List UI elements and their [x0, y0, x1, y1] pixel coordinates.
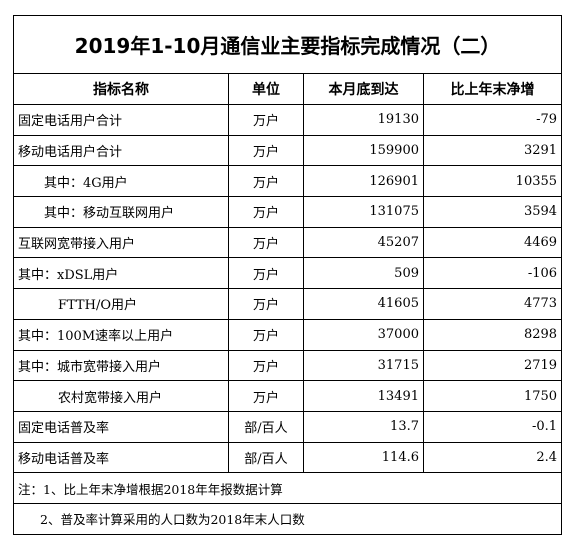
- title: 2019年1-10月通信业主要指标完成情况（二）: [12, 15, 563, 74]
- unit: 万户: [228, 226, 304, 259]
- table-row: 其中：城市宽带接入用户 万户 31715 2719: [13, 349, 563, 382]
- indicator-name: 农村宽带接入用户: [13, 380, 229, 412]
- header-row: 指标名称 单位 本月底到达 比上年末净增: [13, 73, 563, 105]
- column-header: 指标名称: [13, 73, 229, 105]
- table-row: FTTH/O用户 万户 41605 4773: [13, 288, 563, 320]
- table-row: 固定电话用户合计 万户 19130 -79: [13, 104, 563, 136]
- value-cell: 37000: [303, 318, 424, 351]
- value-cell: 3291: [422, 134, 563, 167]
- indicator-table: 2019年1-10月通信业主要指标完成情况（二） 指标名称 单位 本月底到达 比上年末…: [12, 15, 563, 535]
- indicator-name: 其中：4G用户: [13, 165, 229, 198]
- table-row: 其中：100M速率以上用户 万户 37000 8298: [13, 318, 563, 351]
- value-cell: -79: [422, 104, 563, 136]
- value-cell: 8298: [422, 318, 563, 351]
- unit: 部/百人: [228, 410, 304, 443]
- indicator-name: 其中：城市宽带接入用户: [13, 349, 229, 382]
- table-row: 移动电话用户合计 万户 159900 3291: [13, 134, 563, 167]
- column-header: 比上年末净增: [422, 73, 563, 105]
- indicator-name: 其中：移动互联网用户: [13, 196, 229, 228]
- unit: 部/百人: [228, 441, 304, 474]
- value-cell: 126901: [303, 165, 424, 198]
- value-cell: 13491: [303, 380, 424, 412]
- indicator-name: 移动电话用户合计: [13, 134, 229, 167]
- indicator-name: 固定电话用户合计: [13, 104, 229, 136]
- value-cell: 4469: [422, 226, 563, 259]
- value-cell: 10355: [422, 165, 563, 198]
- indicator-name: 其中：100M速率以上用户: [13, 318, 229, 351]
- value-cell: 13.7: [303, 410, 424, 443]
- unit: 万户: [228, 288, 304, 320]
- table-row: 其中：xDSL用户 万户 509 -106: [13, 257, 563, 290]
- value-cell: 2719: [422, 349, 563, 382]
- value-cell: 1750: [422, 380, 563, 412]
- unit: 万户: [228, 134, 304, 167]
- value-cell: 19130: [303, 104, 424, 136]
- value-cell: 4773: [422, 288, 563, 320]
- note-row: 2、普及率计算采用的人口数为2018年末人口数: [12, 502, 563, 535]
- indicator-name: 互联网宽带接入用户: [13, 226, 229, 259]
- value-cell: -106: [422, 257, 563, 290]
- value-cell: 41605: [303, 288, 424, 320]
- indicator-name: FTTH/O用户: [13, 288, 229, 320]
- unit: 万户: [228, 104, 304, 136]
- table-row: 农村宽带接入用户 万户 13491 1750: [13, 380, 563, 412]
- unit: 万户: [228, 165, 304, 198]
- indicator-name: 移动电话普及率: [13, 441, 229, 474]
- value-cell: 131075: [303, 196, 424, 228]
- column-header: 本月底到达: [303, 73, 424, 105]
- value-cell: 45207: [303, 226, 424, 259]
- table-row: 其中：4G用户 万户 126901 10355: [13, 165, 563, 198]
- table-row: 互联网宽带接入用户 万户 45207 4469: [13, 226, 563, 259]
- unit: 万户: [228, 257, 304, 290]
- note: 2、普及率计算采用的人口数为2018年末人口数: [12, 502, 563, 535]
- column-header: 单位: [228, 73, 304, 105]
- table-row: 移动电话普及率 部/百人 114.6 2.4: [13, 441, 563, 474]
- table-row: 其中：移动互联网用户 万户 131075 3594: [13, 196, 563, 228]
- unit: 万户: [228, 196, 304, 228]
- value-cell: 31715: [303, 349, 424, 382]
- value-cell: -0.1: [422, 410, 563, 443]
- unit: 万户: [228, 349, 304, 382]
- note: 注：1、比上年末净增根据2018年年报数据计算: [12, 472, 563, 504]
- indicator-name: 固定电话普及率: [13, 410, 229, 443]
- unit: 万户: [228, 318, 304, 351]
- note-row: 注：1、比上年末净增根据2018年年报数据计算: [12, 472, 563, 504]
- unit: 万户: [228, 380, 304, 412]
- value-cell: 114.6: [303, 441, 424, 474]
- value-cell: 159900: [303, 134, 424, 167]
- indicator-name: 其中：xDSL用户: [13, 257, 229, 290]
- table-row: 固定电话普及率 部/百人 13.7 -0.1: [13, 410, 563, 443]
- value-cell: 509: [303, 257, 424, 290]
- value-cell: 3594: [422, 196, 563, 228]
- value-cell: 2.4: [422, 441, 563, 474]
